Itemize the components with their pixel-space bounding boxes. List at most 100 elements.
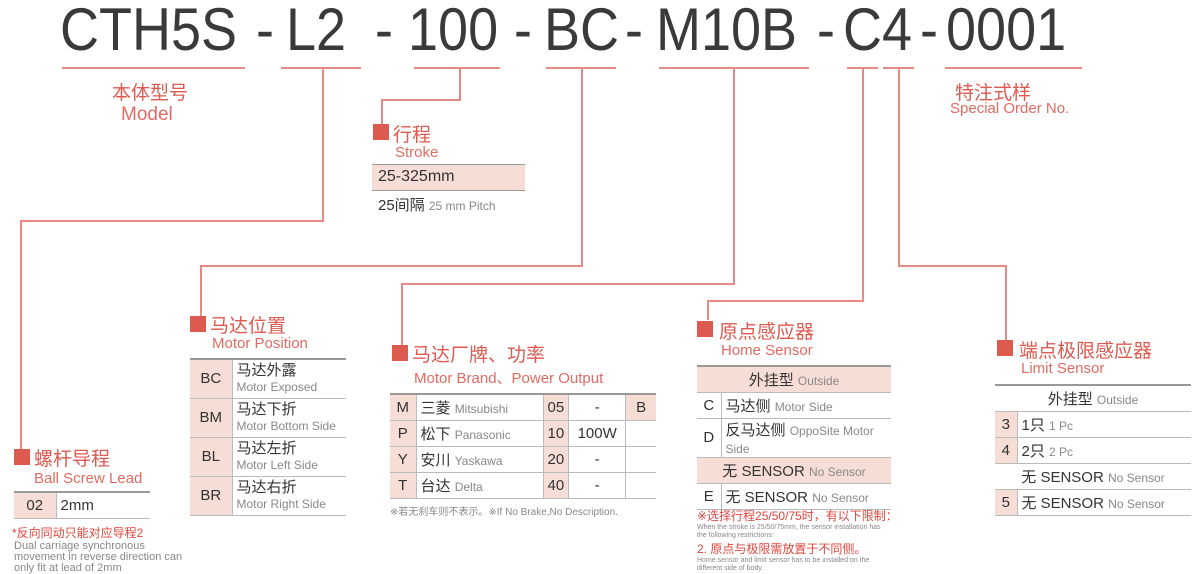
code-sep: - (256, 0, 274, 63)
table-cell: 100W (568, 420, 626, 447)
table-cell: 02 (14, 492, 56, 519)
text: 外挂型 (1047, 390, 1093, 408)
table-cell: 马达下折 Motor Bottom Side (231, 398, 346, 438)
text (20, 220, 324, 222)
table-cell: 三菱 Mitsubishi (415, 394, 543, 421)
text: No Sensor (1107, 470, 1165, 485)
code-cell: BL (190, 437, 232, 477)
text: Delta (454, 479, 483, 494)
text: Panasonic (454, 427, 511, 442)
note-line: movement in reverse direction can (14, 551, 183, 563)
table-cell: 松下 Panasonic (415, 420, 543, 447)
motor-position-title-en: Motor Position (212, 335, 308, 352)
text (733, 68, 735, 285)
ball-screw-table: 02 2mm (14, 491, 150, 519)
text: 1 Pc (1049, 418, 1074, 433)
code-sep: - (817, 0, 835, 63)
code-sep: - (625, 0, 643, 63)
table-cell: - (568, 472, 626, 499)
restriction-note-en: Home sensor and limit sensor has to be i… (697, 557, 870, 564)
code-sep: - (514, 0, 532, 63)
motor-position-table: BC 马达外露 Motor Exposed BM 马达下折 Motor Bottom S… (190, 358, 346, 516)
motor-brand-title-cn: 马达厂牌、功率 (412, 345, 546, 366)
code-special: 0001 (946, 0, 1067, 63)
special-label-cn: 特注式样 (955, 83, 1032, 104)
table-cell (625, 446, 656, 473)
table-cell: 外挂型 Outside (995, 385, 1191, 412)
stroke-pitch-cn: 25间隔 (378, 197, 425, 214)
table-row: D 反马达侧 OppoSite Motor Side (697, 418, 891, 458)
table-cell: 马达外露 Motor Exposed (231, 359, 346, 399)
text: 无 SENSOR (725, 488, 809, 506)
en-text: Motor Right Side (236, 496, 326, 511)
table-cell (625, 472, 656, 499)
bullet-icon (697, 321, 713, 337)
underline (281, 67, 361, 69)
cn-text: 马达下折 (236, 400, 297, 418)
stroke-pitch-en: 25 mm Pitch (428, 199, 496, 213)
table-cell: 马达右折 Motor Right Side (231, 476, 346, 516)
text: 台达 (420, 477, 451, 495)
note-line: Dual carriage synchronous (14, 540, 145, 552)
restriction-note-en: different side of body. (697, 565, 764, 572)
restriction-note-cn: 2. 原点与极限需放置于不同侧。 (697, 542, 867, 556)
text: Outside (1096, 392, 1139, 407)
code-sep: - (375, 0, 393, 63)
table-cell: 无 SENSOR No Sensor (720, 483, 891, 510)
text: 外挂型 (748, 371, 794, 389)
home-sensor-title-en: Home Sensor (721, 342, 813, 359)
stroke-title-cn: 行程 (393, 125, 432, 146)
ball-screw-title-en: Ball Screw Lead (34, 470, 143, 487)
text: 松下 (420, 425, 451, 443)
table-row: BC 马达外露 Motor Exposed (190, 359, 346, 399)
ball-screw-note-cn: *反向同动只能对应导程2 (12, 526, 144, 540)
table-row: T 台达 Delta 40- (390, 472, 656, 499)
table-row: P 松下 Panasonic 10 100W (390, 420, 656, 447)
text (459, 68, 461, 101)
brake-cell: B (625, 394, 656, 421)
code-motor-brand: M10B (656, 0, 798, 63)
limit-sensor-title-en: Limit Sensor (1021, 360, 1105, 377)
table-row: 无 SENSOR No Sensor (995, 463, 1191, 490)
text (862, 68, 864, 301)
ball-screw-note-en: Dual carriage synchronous movement in re… (14, 541, 182, 574)
code-stroke: 100 (408, 0, 499, 63)
text (381, 99, 383, 125)
table-cell: 无 SENSOR No Sensor (995, 463, 1191, 490)
brake-note: ※若无刹车则不表示。※If No Brake,No Description. (390, 507, 618, 518)
table-cell: - (568, 446, 626, 473)
table-row: 4 2只 2 Pc (995, 437, 1191, 464)
table-row: BR 马达右折 Motor Right Side (190, 476, 346, 516)
table-cell: - (568, 394, 626, 421)
text (707, 300, 709, 320)
code-lead: L2 (286, 0, 347, 63)
table-cell: 外挂型 Outside (697, 366, 891, 393)
table-row: BM 马达下折 Motor Bottom Side (190, 398, 346, 438)
text: 2只 (1021, 442, 1045, 460)
cn-text: 马达左折 (236, 439, 297, 457)
text (581, 68, 583, 267)
restriction-note-en: the following restrictions: (697, 532, 774, 539)
table-cell: 3 (995, 411, 1017, 438)
table-cell: 5 (995, 489, 1017, 516)
text: 无 SENSOR (1021, 468, 1104, 486)
table-cell: 40 (542, 472, 569, 499)
bullet-icon (190, 316, 206, 332)
table-row: Y 安川 Yaskawa 20- (390, 446, 656, 473)
table-cell: Y (390, 446, 416, 473)
table-cell: 2mm (55, 492, 150, 519)
table-cell: E (697, 483, 721, 510)
note-line: only fit at lead of 2mm (14, 562, 122, 574)
motor-position-title-cn: 马达位置 (210, 316, 287, 337)
text (898, 68, 900, 267)
text: 无 SENSOR (1021, 494, 1105, 512)
limit-sensor-title-cn: 端点极限感应器 (1019, 341, 1153, 362)
text (401, 283, 735, 285)
table-cell: 1只 1 Pc (1016, 411, 1191, 438)
code-cell: BC (190, 359, 232, 399)
code-cell: BR (190, 476, 232, 516)
table-row: 02 2mm (14, 492, 150, 519)
cn-text: 马达右折 (236, 478, 297, 496)
table-cell (625, 420, 656, 447)
table-row: 外挂型 Outside (995, 385, 1191, 412)
